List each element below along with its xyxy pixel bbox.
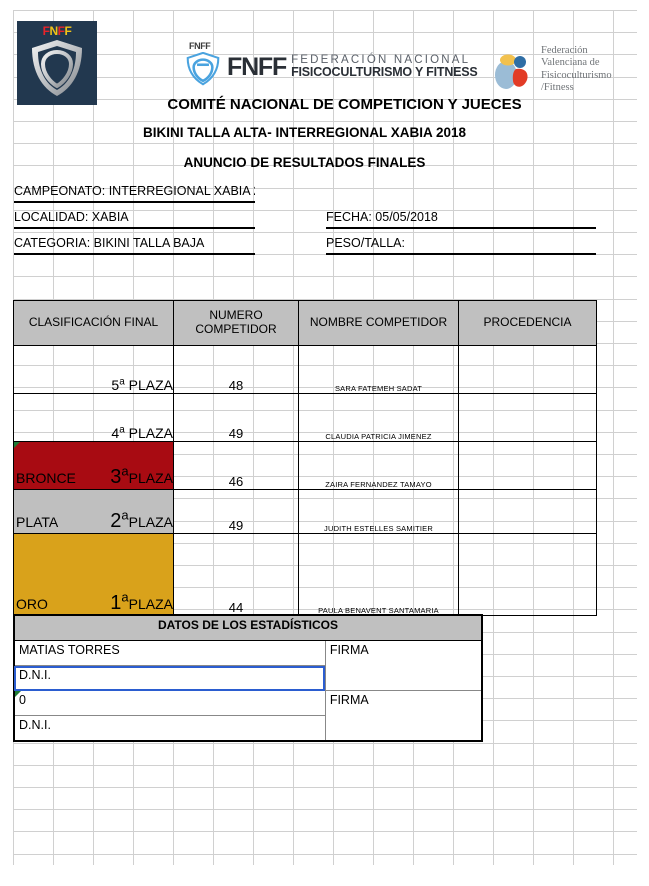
estadistico-2-dni[interactable]: D.N.I. (13, 715, 326, 742)
place-label: 5a PLAZA (111, 376, 173, 393)
valenciana-emblem-icon (495, 54, 528, 89)
cell-clasificacion-bronce[interactable]: BRONCE 3aPLAZA (13, 441, 174, 490)
place-label-bronce: 3aPLAZA (110, 463, 173, 488)
medal-label-plata: PLATA (16, 514, 59, 530)
fnff-federacion-nacional-logo: FNFF FNFF FEDERACIÓN NACIONAL FISICOCULT… (183, 41, 478, 91)
estadistico-2-firma-label[interactable]: FIRMA (324, 690, 483, 742)
fnff-line-fisicoculturismo-fitness: FISICOCULTURISMO Y FITNESS (291, 65, 478, 80)
estadisticos-header: DATOS DE LOS ESTADÍSTICOS (13, 614, 483, 641)
estadistico-2-dni-row[interactable]: D.N.I. (13, 715, 482, 742)
cell-numero[interactable]: 49 (173, 489, 299, 534)
col-header-numero-line2: COMPETIDOR (195, 322, 277, 336)
cell-procedencia[interactable] (458, 533, 597, 616)
table-row[interactable]: PLATA 2aPLAZA 49 JUDITH ESTELLES SAMITIE… (13, 489, 597, 534)
estadistico-1-dni-selected-cell[interactable]: D.N.I. (13, 665, 326, 691)
cell-nombre[interactable]: CLAUDIA PATRICIA JIMENEZ (298, 393, 459, 442)
fnff-shield-logo-wordmark: FNFF (42, 24, 72, 38)
col-header-numero-competidor: NUMERO COMPETIDOR (173, 300, 299, 346)
estadistico-1-firma-label[interactable]: FIRMA (324, 640, 483, 691)
medal-label-oro: ORO (16, 596, 48, 612)
cell-nombre[interactable]: JUDITH ESTELLES SAMITIER (298, 489, 459, 534)
results-table-header-row: CLASIFICACIÓN FINAL NUMERO COMPETIDOR NO… (13, 300, 597, 346)
col-header-nombre-competidor: NOMBRE COMPETIDOR (298, 300, 459, 346)
table-row[interactable]: 5a PLAZA 48 SARA FATEMEH SADAT (13, 345, 597, 394)
cell-nombre[interactable]: ZAIRA FERNANDEZ TAMAYO (298, 441, 459, 490)
cell-numero[interactable]: 46 (173, 441, 299, 490)
title-category-event: BIKINI TALLA ALTA- INTERREGIONAL XABIA 2… (142, 125, 466, 140)
cell-nombre[interactable]: SARA FATEMEH SADAT (298, 345, 459, 394)
fnff-acronym: FNFF (227, 52, 287, 81)
valenciana-line-3: Fisicoculturismo (541, 69, 612, 81)
table-row[interactable]: 4a PLAZA 49 CLAUDIA PATRICIA JIMENEZ (13, 393, 597, 442)
valenciana-logo-text: Federación Valenciana de Fisicoculturism… (541, 45, 612, 95)
title-announcement: ANUNCIO DE RESULTADOS FINALES (183, 155, 426, 170)
place-label: 4a PLAZA (111, 424, 173, 441)
logo-band: FNFF FNFF (13, 21, 612, 106)
cell-clasificacion-plata[interactable]: PLATA 2aPLAZA (13, 489, 174, 534)
fnff-logo-text: FNFF FEDERACIÓN NACIONAL FISICOCULTURISM… (227, 53, 478, 82)
cell-procedencia[interactable] (458, 393, 597, 442)
fnff-blue-shield-icon: FNFF (183, 41, 223, 91)
field-campeonato[interactable]: CAMPEONATO: INTERREGIONAL XÁBIA 2018 (14, 185, 255, 203)
estadisticos-header-row: DATOS DE LOS ESTADÍSTICOS (13, 614, 483, 641)
col-header-numero-line1: NUMERO (209, 308, 263, 323)
estadistico-1-name-row[interactable]: MATIAS TORRES FIRMA (13, 640, 483, 691)
title-comite-nacional: COMITÉ NACIONAL DE COMPETICION Y JUECES (167, 96, 522, 113)
cell-procedencia[interactable] (458, 345, 597, 394)
shield-icon (32, 40, 82, 96)
col-header-clasificacion: CLASIFICACIÓN FINAL (13, 300, 174, 346)
fnff-line-federacion-nacional: FEDERACIÓN NACIONAL (291, 54, 471, 67)
estadistico-1-name[interactable]: MATIAS TORRES (13, 640, 326, 666)
federacion-valenciana-logo: Federación Valenciana de Fisicoculturism… (492, 45, 612, 95)
col-header-procedencia: PROCEDENCIA (458, 300, 597, 346)
results-table: CLASIFICACIÓN FINAL NUMERO COMPETIDOR NO… (13, 300, 597, 616)
cell-clasificacion[interactable]: 5a PLAZA (13, 345, 174, 394)
comment-corner-marker-icon (14, 442, 20, 448)
cell-numero[interactable]: 49 (173, 393, 299, 442)
field-fecha[interactable]: FECHA: 05/05/2018 (326, 211, 596, 229)
valenciana-line-2: Valenciana de (541, 57, 600, 69)
cell-numero[interactable]: 48 (173, 345, 299, 394)
table-row[interactable]: BRONCE 3aPLAZA 46 ZAIRA FERNANDEZ TAMAYO (13, 441, 597, 490)
table-row[interactable]: ORO 1aPLAZA 44 PAULA BENAVENT SANTAMARIA (13, 533, 597, 616)
estadistico-2-name[interactable]: 0 (13, 690, 326, 716)
cell-nombre[interactable]: PAULA BENAVENT SANTAMARIA (298, 533, 459, 616)
valenciana-line-4: /Fitness (541, 82, 574, 94)
cell-clasificacion-oro[interactable]: ORO 1aPLAZA (13, 533, 174, 616)
cell-procedencia[interactable] (458, 441, 597, 490)
valenciana-line-1: Federación (541, 45, 588, 56)
medal-label-bronce: BRONCE (16, 470, 76, 486)
field-localidad[interactable]: LOCALIDAD: XÁBIA (14, 211, 255, 229)
estadistico-2-name-text: 0 (19, 693, 26, 707)
field-peso-talla[interactable]: PESO/TALLA: (326, 237, 596, 255)
estadisticos-table: DATOS DE LOS ESTADÍSTICOS MATIAS TORRES … (13, 614, 483, 742)
place-label-plata: 2aPLAZA (110, 507, 173, 532)
field-categoria[interactable]: CATEGORIA: BIKINI TALLA BAJA (14, 237, 255, 255)
place-label-oro: 1aPLAZA (110, 589, 173, 614)
cell-clasificacion[interactable]: 4a PLAZA (13, 393, 174, 442)
comment-corner-marker-icon (15, 691, 21, 697)
estadistico-2-name-row[interactable]: 0 FIRMA (13, 690, 483, 742)
cell-numero[interactable]: 44 (173, 533, 299, 616)
cell-procedencia[interactable] (458, 489, 597, 534)
fnff-small-wordmark: FNFF (189, 41, 211, 51)
estadistico-1-dni-row[interactable]: D.N.I. (13, 665, 482, 691)
fnff-shield-logo: FNFF (17, 21, 97, 105)
